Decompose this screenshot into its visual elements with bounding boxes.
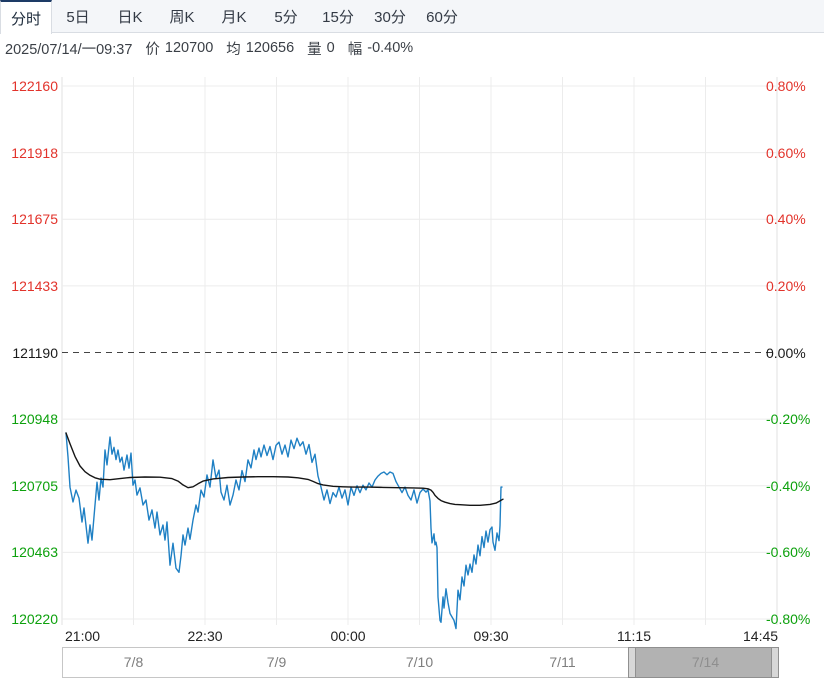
navigator-window[interactable]	[628, 647, 778, 678]
y-axis-percent-label: -0.40%	[766, 477, 811, 494]
x-axis-time-label: 11:15	[617, 628, 651, 644]
y-axis-percent-label: -0.20%	[766, 411, 811, 428]
average-value: 120656	[245, 40, 295, 56]
tab-monthly-k[interactable]: 月K	[221, 9, 247, 26]
tab-weekly-k[interactable]: 周K	[169, 9, 195, 26]
navigator-day-label[interactable]: 7/11	[549, 654, 576, 670]
y-axis-percent-label: -0.80%	[766, 611, 811, 627]
quote-datetime: 2025/07/14/一09:37	[5, 41, 133, 58]
y-axis-price-label: 120220	[11, 611, 58, 627]
average-label: 均	[226, 41, 241, 58]
y-axis-price-label: 122160	[11, 78, 58, 94]
y-axis-percent-label: 0.00%	[766, 344, 806, 361]
change-label: 幅	[347, 41, 363, 58]
y-axis-percent-label: 0.60%	[766, 144, 806, 161]
y-axis-price-label: 120705	[11, 477, 58, 494]
y-axis-percent-label: 0.20%	[766, 277, 806, 294]
volume-value: 0	[326, 40, 335, 56]
period-tabbar: 分时 5日 日K 周K 月K 5分 15分 30分 60分	[0, 0, 824, 34]
y-axis-price-label: 121433	[11, 277, 58, 294]
y-axis-price-label: 121675	[11, 211, 58, 228]
x-axis-time-label: 21:00	[65, 628, 101, 644]
tab-60min[interactable]: 60分	[426, 9, 458, 26]
y-axis-percent-label: 0.40%	[766, 211, 806, 228]
y-axis-price-label: 121918	[11, 144, 58, 161]
y-axis-price-label: 120948	[11, 411, 58, 428]
y-axis-price-label: 121190	[12, 344, 58, 361]
price-label: 价	[145, 41, 160, 58]
x-axis-time-label: 22:30	[187, 628, 223, 644]
quote-info-bar: 2025/07/14/一09:37 价 120700 均 120656 量 0 …	[0, 34, 824, 62]
tab-15min[interactable]: 15分	[322, 9, 354, 26]
tab-5min[interactable]: 5分	[274, 9, 298, 26]
x-axis-time-label: 14:45	[743, 628, 779, 644]
x-axis-time-label: 00:00	[330, 628, 366, 644]
price-value: 120700	[164, 40, 214, 56]
navigator-handle-right[interactable]	[771, 647, 779, 678]
change-value: -0.40%	[367, 40, 414, 56]
tab-30min[interactable]: 30分	[374, 9, 406, 26]
navigator-day-label[interactable]: 7/8	[123, 654, 144, 670]
tab-daily-k[interactable]: 日K	[117, 9, 143, 26]
tab-intraday[interactable]: 分时	[0, 0, 52, 34]
y-axis-price-label: 120463	[11, 544, 58, 561]
chart-plot-area[interactable]	[62, 68, 777, 625]
tab-5day[interactable]: 5日	[66, 9, 90, 26]
navigator-day-label[interactable]: 7/9	[266, 654, 287, 670]
x-axis-time-label: 09:30	[473, 628, 509, 644]
y-axis-percent-label: -0.60%	[766, 544, 811, 561]
y-axis-percent-label: 0.80%	[766, 78, 806, 94]
volume-label: 量	[307, 41, 322, 58]
navigator-day-label[interactable]: 7/10	[405, 654, 434, 670]
navigator-handle-left[interactable]	[627, 647, 636, 678]
